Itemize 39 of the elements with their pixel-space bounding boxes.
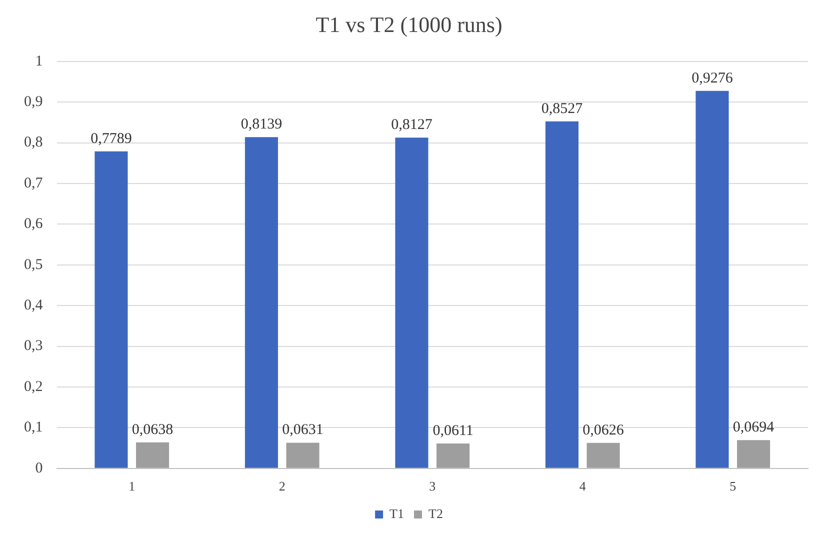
- data-label: 0,0631: [282, 422, 324, 438]
- x-tick-label: 1: [128, 478, 136, 494]
- y-tick-label: 0,5: [24, 256, 43, 273]
- chart-title: T1 vs T2 (1000 runs): [316, 12, 502, 37]
- y-tick-label: 0,3: [24, 338, 43, 354]
- bar: [545, 121, 578, 468]
- bar: [436, 444, 470, 468]
- bar: [696, 90, 729, 468]
- bar: [244, 137, 278, 468]
- data-label: 0,7789: [90, 130, 132, 147]
- y-tick-label: 1: [35, 53, 43, 70]
- bar: [586, 442, 620, 468]
- data-label: 0,9276: [692, 70, 734, 86]
- data-label: 0,0611: [432, 422, 474, 439]
- legend-label: T1: [390, 506, 404, 521]
- y-tick-label: 0,4: [24, 298, 44, 314]
- x-tick-label: 5: [730, 478, 736, 494]
- y-tick-label: 0,2: [24, 378, 43, 395]
- bar: [94, 151, 128, 468]
- y-tick-label: 0,6: [24, 216, 44, 232]
- data-label: 0,0694: [732, 420, 775, 436]
- bar: [136, 442, 170, 468]
- legend-label: T2: [428, 506, 443, 521]
- x-tick-label: 4: [579, 478, 586, 494]
- data-label: 0,0626: [582, 422, 624, 438]
- bar: [286, 442, 320, 468]
- x-tick-label: 2: [278, 478, 286, 494]
- y-tick-label: 0: [35, 460, 43, 476]
- x-tick-label: 3: [429, 478, 436, 494]
- data-label: 0,0638: [132, 422, 174, 438]
- y-tick-label: 0,1: [24, 420, 43, 436]
- y-tick-label: 0,8: [24, 134, 43, 151]
- data-label: 0,8139: [240, 116, 282, 133]
- y-tick-label: 0,9: [24, 94, 43, 110]
- bar: [737, 440, 770, 468]
- data-label: 0,8527: [541, 100, 584, 117]
- bar: [395, 138, 428, 468]
- data-label: 0,8127: [391, 117, 433, 134]
- y-tick-label: 0,7: [24, 175, 44, 192]
